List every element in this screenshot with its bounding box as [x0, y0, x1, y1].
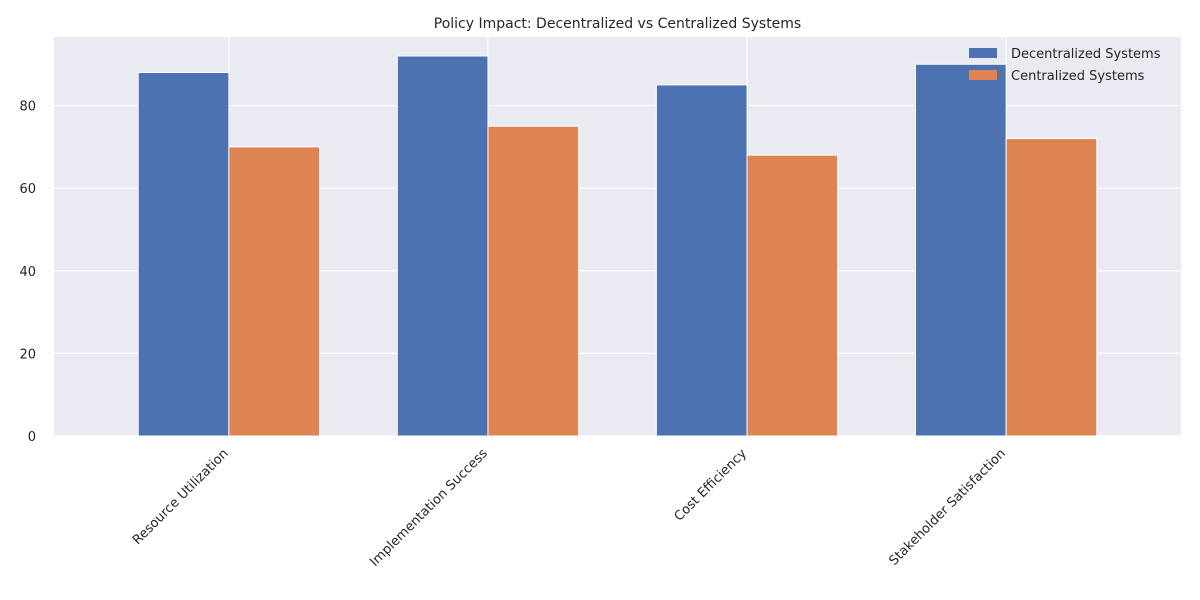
x-tick-label: Implementation Success	[367, 446, 491, 570]
y-tick-label: 60	[19, 182, 36, 197]
legend-label: Centralized Systems	[1011, 69, 1145, 84]
x-axis-ticks: Resource Utilization Implementation Succe…	[130, 446, 1009, 570]
bar-centralized-systems-3	[1005, 138, 1098, 437]
legend-swatch	[969, 48, 997, 58]
bar-decentralized-systems-2	[655, 84, 748, 437]
x-tick-label: Resource Utilization	[130, 446, 232, 548]
bar-decentralized-systems-0	[137, 72, 230, 437]
y-tick-label: 0	[28, 430, 36, 445]
x-tick-label: Stakeholder Satisfaction	[886, 446, 1008, 568]
y-tick-label: 80	[19, 100, 36, 115]
y-axis-ticks: 0 20 40 60 80	[19, 100, 36, 445]
bar-decentralized-systems-1	[396, 55, 489, 437]
legend-label: Decentralized Systems	[1011, 47, 1161, 62]
legend-swatch	[969, 70, 997, 80]
chart-title: Policy Impact: Decentralized vs Centrali…	[434, 16, 801, 32]
bar-decentralized-systems-3	[914, 63, 1007, 437]
bar-centralized-systems-1	[487, 125, 580, 437]
y-tick-label: 40	[19, 265, 36, 280]
x-tick-label: Cost Efficiency	[672, 446, 750, 524]
legend: Decentralized Systems Centralized Systems	[969, 47, 1161, 84]
bar-centralized-systems-2	[746, 154, 839, 437]
y-tick-label: 20	[19, 347, 36, 362]
bars	[137, 55, 1098, 437]
bar-centralized-systems-0	[228, 146, 321, 437]
